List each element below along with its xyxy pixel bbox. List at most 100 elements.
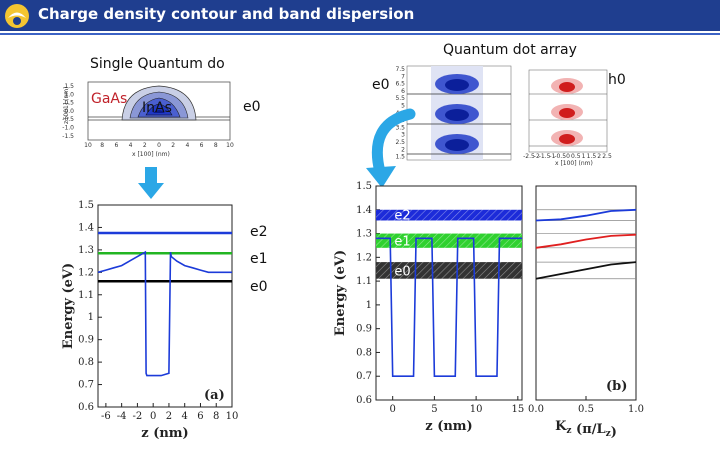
single-dot-xtick: 4	[185, 142, 189, 149]
plot-b-ytick-label: 1.4	[356, 205, 372, 216]
single-dot-ytick: 1.5	[64, 83, 74, 90]
curved-arrow-icon	[366, 108, 416, 188]
inas-label: InAs	[142, 100, 172, 116]
plot-a-e0-label: e0	[250, 279, 268, 295]
plot-b-xtick-label: 10	[470, 404, 483, 415]
dot-array-ytick: 1.5	[395, 154, 405, 161]
plot-a-potential-line	[97, 250, 232, 377]
plot-b-k-xlabel-part: )	[611, 425, 617, 440]
dot-array-ytick: 6	[401, 88, 405, 95]
single-dot-xtick: 6	[200, 142, 204, 149]
plot-b-panel-label: (b)	[606, 379, 627, 394]
plot-a-xtick-label: -4	[117, 411, 127, 422]
plot-b-k-xlabel-part: z	[606, 429, 611, 439]
plot-b-ytick-label: 0.7	[356, 371, 372, 382]
plot-a-ylabel: Energy (eV)	[61, 263, 76, 349]
single-dot-heading: Single Quantum do	[90, 56, 225, 72]
plot-b-xlabel: z (nm)	[425, 419, 472, 434]
h0-xtick: 1.5	[587, 153, 597, 160]
plot-b-miniband-e2	[376, 209, 522, 221]
header-bar: Charge density contour and band dispersi…	[0, 0, 720, 31]
single-dot-xtick: 10	[84, 142, 92, 149]
plot-a-xtick-label: 10	[226, 411, 239, 422]
dot-array-ytick: 5.5	[395, 95, 405, 102]
single-dot-xtick: 4	[129, 142, 133, 149]
plot-a-ytick-label: 0.7	[78, 380, 94, 391]
plot-a-xtick-label: 0	[150, 411, 156, 422]
h0-xtick: -0.5	[554, 153, 566, 160]
h0-xlabel: x [100] (nm)	[555, 160, 593, 167]
plot-a-xtick-label: -2	[133, 411, 143, 422]
plot-a-ytick-label: 1.1	[78, 290, 94, 301]
plot-b-k-frame	[535, 185, 637, 401]
dot-array-heading: Quantum dot array	[443, 42, 577, 58]
single-dot-xtick: 10	[226, 142, 234, 149]
h0-xtick: -2.5	[523, 153, 535, 160]
plot-b-k-tick-label: 0.0	[528, 404, 544, 415]
dot-array-e0-label: e0	[372, 77, 390, 93]
plot-b-k-xlabel-part: (π/L	[572, 422, 606, 437]
single-dot-xtick: 8	[100, 142, 104, 149]
plot-a-xlabel: z (nm)	[141, 426, 188, 441]
dot-array-ytick: 3.5	[395, 124, 405, 131]
plot-b-ytick-label: 0.9	[356, 324, 372, 335]
plot-b-dispersion-e0	[535, 261, 637, 280]
plot-a-xtick-label: 2	[166, 411, 172, 422]
dot-array-ytick: 7.5	[395, 66, 405, 73]
plot-b-ytick-label: 1.1	[356, 276, 372, 287]
plot-b-k-tick-label: 1.0	[628, 404, 644, 415]
single-dot-xtick: 0	[157, 142, 161, 149]
h0-xtick: -2	[534, 153, 540, 160]
plot-a-ytick-label: 0.6	[78, 402, 94, 413]
plot-b-k-xlabel-part: K	[555, 419, 567, 434]
h0-xtick: 0	[566, 153, 570, 160]
plot-a-xtick-label: 4	[182, 411, 188, 422]
dot-array-ytick: 7	[401, 73, 405, 80]
dot-array-ytick: 6.5	[395, 81, 405, 88]
plot-a: 1.5 1.4 1.3 1.2 1.1 1 0.9 0.8 0.7 0.6 -6 -4 -2 0 2 4 6 8 1…	[61, 200, 239, 441]
plot-a-e2-label: e2	[250, 224, 268, 240]
plot-b-xtick-label: 0	[389, 404, 395, 415]
gaas-label: GaAs	[91, 91, 128, 107]
plot-a-panel-label: (a)	[204, 388, 225, 403]
plot-b-dispersion-e2	[535, 208, 637, 222]
plot-b-potential-line	[376, 237, 522, 378]
plot-b-ytick-label: 0.8	[356, 347, 372, 358]
plot-a-xtick-label: -6	[101, 411, 111, 422]
plot-b-dispersion-e1	[535, 233, 637, 249]
single-dot-ylabel: z [001] (nm)	[63, 87, 70, 124]
h0-xtick: -1	[549, 153, 555, 160]
plot-a-frame	[97, 204, 233, 408]
single-dot-xlabel: x [100] (nm)	[132, 151, 170, 158]
page-title: Charge density contour and band dispersi…	[38, 5, 415, 23]
plot-b-k-tick-label: 0.5	[578, 404, 594, 415]
down-arrow-icon	[138, 167, 164, 199]
plot-a-ytick-label: 1.4	[78, 222, 94, 233]
dot-array-ytick: 2	[401, 146, 405, 153]
plot-a-ytick-label: 0.9	[78, 335, 94, 346]
plot-a-xtick-label: 6	[197, 411, 203, 422]
plot-b-band-label-e2: e2	[394, 209, 410, 224]
plot-b-band-label-e0: e0	[394, 264, 410, 279]
plot-a-ytick-label: 0.8	[78, 357, 94, 368]
single-dot-ytick: -1.5	[62, 133, 74, 140]
h0-xtick: -1.5	[539, 153, 551, 160]
plot-b-ytick-label: 0.6	[356, 395, 372, 406]
plot-b-xtick-label: 15	[511, 404, 524, 415]
single-dot-xtick: 2	[143, 142, 147, 149]
h0-xtick: 2.5	[602, 153, 612, 160]
plot-a-ytick-label: 1.2	[78, 267, 94, 278]
single-dot-ytick: 0.0	[64, 108, 74, 115]
dot-array-h0-contour: -2.5-2-1.5-1-0.5 0 0.5 1 1.5 2 2.5 x [100] (nm…	[523, 69, 612, 167]
plot-b-band-label-e1: e1	[394, 235, 410, 250]
plot-a-e1-label: e1	[250, 251, 268, 267]
h0-xtick: 0.5	[571, 153, 581, 160]
plot-a-ytick-label: 1.5	[78, 200, 94, 211]
dot-array-ytick: 5	[401, 103, 405, 110]
h0-xtick: 2	[597, 153, 601, 160]
plot-b-ytick-label: 1	[366, 300, 372, 311]
plot-a-ytick-label: 1.3	[78, 245, 94, 256]
plot-b-ytick-label: 1.2	[356, 252, 372, 263]
plot-b-xtick-label: 5	[431, 404, 437, 415]
plot-a-xtick-label: 8	[213, 411, 219, 422]
